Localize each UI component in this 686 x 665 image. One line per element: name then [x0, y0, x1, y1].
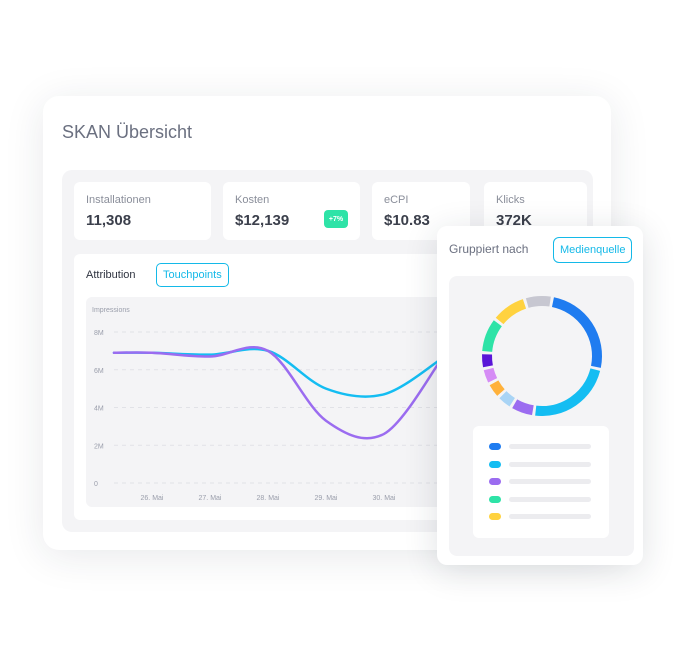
legend-swatch — [489, 513, 501, 520]
donut-segment-0 — [551, 297, 602, 368]
donut-segment-3 — [499, 391, 516, 407]
legend-swatch — [489, 443, 501, 450]
group-by-label: Gruppiert nach — [449, 242, 529, 256]
legend-item — [489, 461, 593, 469]
y-tick-label: 2M — [94, 443, 104, 450]
kpi-card-cost[interactable]: Kosten $12,139 +7% — [223, 182, 360, 240]
line-chart: Impressions 8M 6M 4M 2M 0 26. Mai 27. Mai 28. Ma… — [86, 297, 454, 507]
series-line-1 — [112, 345, 444, 440]
y-tick-label: 4M — [94, 406, 104, 413]
page-title: SKAN Übersicht — [62, 122, 193, 142]
x-tick-label: 27. Mai — [199, 495, 222, 502]
legend — [473, 426, 609, 538]
donut-segment-9 — [525, 296, 551, 308]
donut-segment-2 — [512, 399, 534, 416]
y-tick-label: 6M — [94, 368, 104, 375]
donut-segment-7 — [482, 320, 502, 353]
kpi-label: eCPI — [384, 194, 409, 206]
donut-segment-5 — [483, 367, 498, 383]
x-tick-label: 28. Mai — [257, 495, 280, 502]
legend-placeholder — [509, 497, 591, 502]
kpi-card-installs[interactable]: Installationen 11,308 — [74, 182, 211, 240]
legend-placeholder — [509, 462, 591, 467]
legend-item — [489, 478, 593, 486]
legend-placeholder — [509, 444, 591, 449]
kpi-label: Klicks — [496, 194, 525, 206]
legend-placeholder — [509, 479, 591, 484]
x-tick-label: 26. Mai — [141, 495, 164, 502]
kpi-value: $10.83 — [384, 212, 430, 229]
donut-segment-4 — [489, 380, 505, 396]
legend-swatch — [489, 461, 501, 468]
chart-panel: Attribution Touchpoints Impressions 8M 6M 4… — [74, 254, 454, 520]
tab-touchpoints[interactable]: Touchpoints — [156, 263, 229, 287]
legend-swatch — [489, 496, 501, 503]
legend-item — [489, 443, 593, 451]
legend-placeholder — [509, 514, 591, 519]
y-axis-label: Impressions — [92, 307, 130, 314]
legend-swatch — [489, 478, 501, 485]
donut-segment-6 — [482, 354, 493, 368]
kpi-label: Installationen — [86, 194, 151, 206]
change-badge: +7% — [324, 210, 348, 228]
x-tick-label: 29. Mai — [315, 495, 338, 502]
tab-attribution[interactable]: Attribution — [86, 269, 136, 281]
kpi-label: Kosten — [235, 194, 270, 206]
donut-segment-1 — [535, 368, 601, 416]
group-by-panel: Gruppiert nach Medienquelle — [437, 226, 643, 565]
y-tick-label: 0 — [94, 481, 98, 488]
series-line-0 — [112, 347, 444, 398]
kpi-value: 372K — [496, 212, 532, 229]
line-chart-svg: Impressions 8M 6M 4M 2M 0 26. Mai 27. Mai 28. Ma… — [92, 307, 454, 502]
kpi-value: $12,139 — [235, 212, 290, 229]
y-tick-label: 8M — [94, 330, 104, 337]
x-tick-label: 30. Mai — [373, 495, 396, 502]
donut-area — [449, 276, 634, 556]
media-source-button[interactable]: Medienquelle — [553, 237, 633, 263]
donut-segment-8 — [495, 299, 527, 325]
donut-chart — [482, 296, 602, 416]
legend-item — [489, 513, 593, 521]
legend-item — [489, 496, 593, 504]
kpi-value: 11,308 — [86, 212, 132, 229]
